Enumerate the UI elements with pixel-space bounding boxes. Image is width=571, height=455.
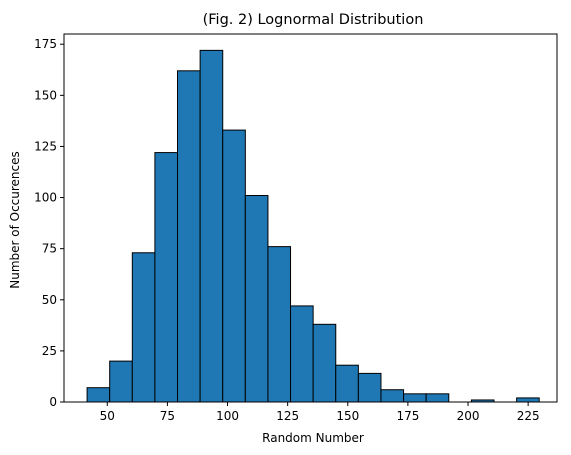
- y-tick-label: 150: [34, 88, 57, 102]
- histogram-bar: [244, 195, 269, 403]
- x-tick-label: 100: [216, 409, 239, 423]
- x-tick-label: 150: [336, 409, 359, 423]
- histogram-bar: [403, 393, 427, 403]
- y-tick-label: 75: [42, 242, 57, 256]
- histogram-bar: [131, 252, 156, 403]
- histogram-bar: [335, 364, 359, 403]
- histogram-bar: [290, 305, 314, 403]
- y-axis-label: Number of Occurences: [8, 151, 22, 289]
- axis-ticks-group: 50 75 100 125 150 175 200 225 0 25 50 75 100 125 150 17…: [34, 37, 540, 423]
- x-axis-label: Random Number: [262, 431, 364, 445]
- histogram-bar: [267, 246, 292, 403]
- x-tick-label: 225: [517, 409, 540, 423]
- y-tick-label: 175: [34, 37, 57, 51]
- y-tick-label: 100: [34, 191, 57, 205]
- histogram-bar: [425, 393, 450, 403]
- histogram-bar: [154, 152, 179, 403]
- x-tick-label: 50: [100, 409, 115, 423]
- histogram-bar: [312, 323, 337, 403]
- histogram-bar: [516, 397, 540, 403]
- bars-group: [86, 49, 540, 403]
- x-tick-label: 75: [160, 409, 175, 423]
- y-tick-label: 25: [42, 344, 57, 358]
- y-tick-label: 50: [42, 293, 57, 307]
- histogram-bar: [199, 49, 224, 403]
- x-tick-label: 200: [457, 409, 480, 423]
- histogram-bar: [109, 360, 133, 403]
- histogram-bar: [357, 372, 382, 403]
- histogram-bar: [86, 387, 111, 403]
- y-tick-label: 0: [49, 395, 57, 409]
- x-tick-label: 175: [396, 409, 419, 423]
- chart-title: (Fig. 2) Lognormal Distribution: [203, 12, 424, 28]
- histogram-bar: [380, 389, 405, 403]
- plot-area-frame: [63, 33, 558, 403]
- x-tick-label: 125: [276, 409, 299, 423]
- y-tick-label: 125: [34, 139, 57, 153]
- histogram-bar: [177, 70, 201, 403]
- histogram-bar: [222, 129, 246, 403]
